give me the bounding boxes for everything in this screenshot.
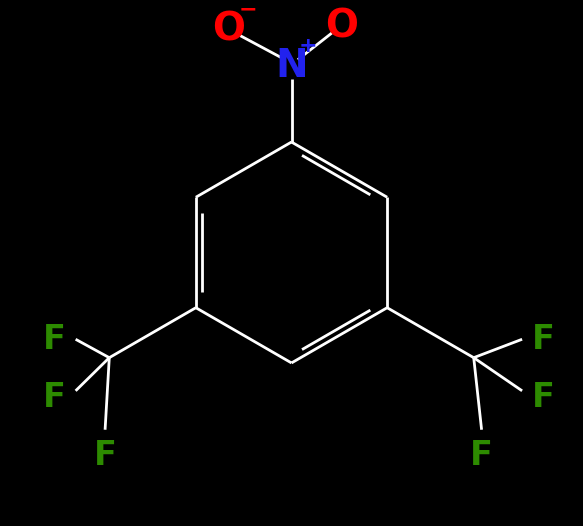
Text: F: F	[43, 323, 66, 356]
Text: N: N	[275, 47, 308, 85]
Text: F: F	[43, 381, 66, 413]
Text: O: O	[325, 7, 358, 46]
Text: −: −	[239, 0, 258, 19]
Text: F: F	[94, 439, 117, 472]
Text: F: F	[532, 323, 554, 356]
Text: F: F	[532, 381, 554, 413]
Text: +: +	[299, 36, 318, 56]
Text: O: O	[212, 10, 245, 48]
Text: F: F	[470, 439, 493, 472]
